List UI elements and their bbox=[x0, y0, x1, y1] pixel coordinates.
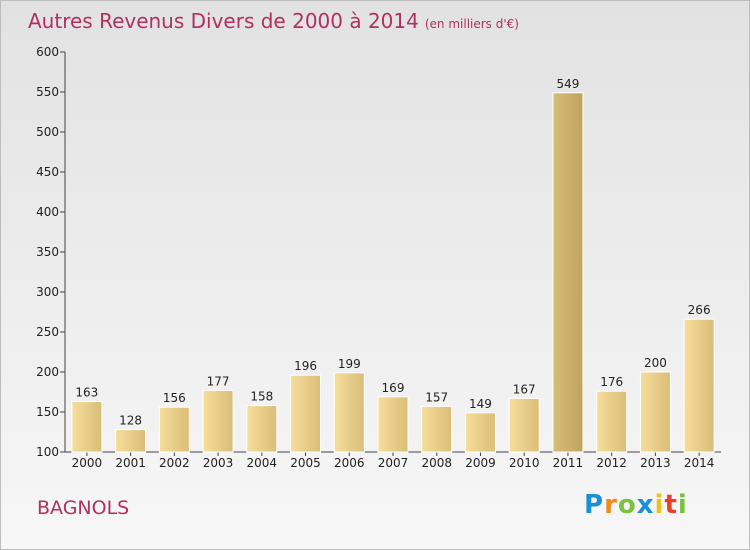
bar-2008 bbox=[421, 405, 453, 453]
bar-2013 bbox=[639, 371, 671, 453]
value-label-2006: 199 bbox=[338, 357, 361, 371]
value-label-2007: 169 bbox=[382, 381, 405, 395]
value-label-2008: 157 bbox=[425, 390, 448, 404]
value-label-2001: 128 bbox=[119, 414, 142, 428]
bar-2005 bbox=[290, 374, 322, 453]
x-tick-label-2006: 2006 bbox=[334, 456, 365, 470]
y-tick-label: 500 bbox=[36, 125, 59, 139]
value-label-2000: 163 bbox=[75, 386, 98, 400]
bar-2002 bbox=[158, 406, 190, 453]
y-axis: 100 150 200 250 300 350 400 450 500 550 600 bbox=[36, 45, 66, 459]
bar-2001 bbox=[115, 429, 147, 453]
x-tick-label-2009: 2009 bbox=[465, 456, 496, 470]
proxiti-logo[interactable]: Proxiti bbox=[584, 490, 688, 520]
x-tick-label-2001: 2001 bbox=[115, 456, 146, 470]
value-label-2013: 200 bbox=[644, 356, 667, 370]
x-tick-label-2003: 2003 bbox=[203, 456, 234, 470]
x-tick-label-2012: 2012 bbox=[596, 456, 627, 470]
value-label-2010: 167 bbox=[513, 382, 536, 396]
value-label-2003: 177 bbox=[207, 374, 230, 388]
value-label-2004: 158 bbox=[250, 390, 273, 404]
value-label-2005: 196 bbox=[294, 359, 317, 373]
place-name: BAGNOLS bbox=[37, 497, 130, 519]
y-tick-label: 600 bbox=[36, 45, 59, 59]
bar-2014 bbox=[683, 318, 715, 453]
x-tick-label-2004: 2004 bbox=[247, 456, 278, 470]
x-tick-label-2002: 2002 bbox=[159, 456, 190, 470]
bar-2003 bbox=[202, 389, 234, 453]
bar-2009 bbox=[464, 412, 496, 453]
bar-2006 bbox=[333, 372, 365, 453]
bar-2004 bbox=[246, 405, 278, 453]
chart-title-text: Autres Revenus Divers de 2000 à 2014 bbox=[28, 9, 419, 33]
x-tick-label-2011: 2011 bbox=[553, 456, 584, 470]
bar-2007 bbox=[377, 396, 409, 453]
y-tick-label: 450 bbox=[36, 165, 59, 179]
value-labels: 163 128 156 177 158 196 199 169 157 149 167 549 176 2… bbox=[75, 77, 710, 428]
bar-2011 bbox=[552, 92, 584, 453]
x-tick-label-2008: 2008 bbox=[421, 456, 452, 470]
value-label-2009: 149 bbox=[469, 397, 492, 411]
x-axis: 2000 2001 2002 2003 2004 2005 2006 2007 2008 2009… bbox=[65, 451, 721, 470]
x-tick-label-2007: 2007 bbox=[378, 456, 409, 470]
x-tick-label-2005: 2005 bbox=[290, 456, 321, 470]
y-tick-label: 300 bbox=[36, 285, 59, 299]
bar-2012 bbox=[596, 390, 628, 453]
bar-series bbox=[71, 92, 715, 453]
y-tick-label: 400 bbox=[36, 205, 59, 219]
y-tick-label: 100 bbox=[36, 445, 59, 459]
y-tick-label: 550 bbox=[36, 85, 59, 99]
y-tick-label: 150 bbox=[36, 405, 59, 419]
x-tick-label-2014: 2014 bbox=[684, 456, 715, 470]
value-label-2012: 176 bbox=[600, 375, 623, 389]
x-tick-label-2010: 2010 bbox=[509, 456, 540, 470]
bar-2000 bbox=[71, 401, 103, 453]
value-label-2014: 266 bbox=[688, 303, 711, 317]
bar-2010 bbox=[508, 397, 540, 453]
value-label-2011: 549 bbox=[556, 77, 579, 91]
x-tick-label-2000: 2000 bbox=[72, 456, 103, 470]
y-tick-label: 350 bbox=[36, 245, 59, 259]
chart-unit: (en milliers d'€) bbox=[424, 17, 519, 31]
x-tick-label-2013: 2013 bbox=[640, 456, 671, 470]
y-tick-label: 250 bbox=[36, 325, 59, 339]
y-tick-label: 200 bbox=[36, 365, 59, 379]
chart-title: Autres Revenus Divers de 2000 à 2014 (en … bbox=[28, 9, 519, 33]
value-label-2002: 156 bbox=[163, 391, 186, 405]
